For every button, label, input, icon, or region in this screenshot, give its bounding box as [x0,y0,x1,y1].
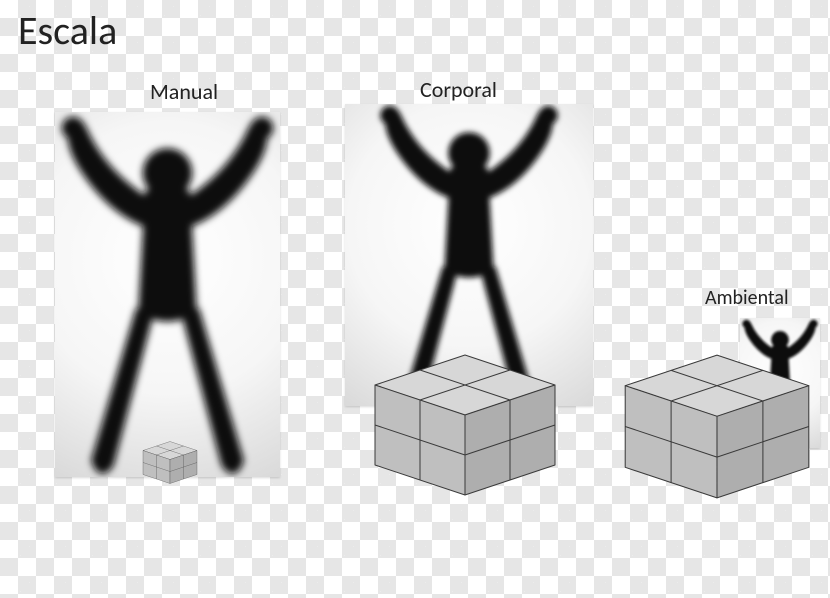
person-silhouette-icon [55,112,280,477]
page-title: Escala [18,6,117,55]
cube-icon [140,440,200,485]
cube-icon [365,350,565,500]
scale-label-manual: Manual [150,78,218,105]
scale-label-corporal: Corporal [420,76,497,103]
cube-icon [615,350,819,503]
figure-panel [55,112,280,477]
scale-label-ambiental: Ambiental [705,286,789,310]
stage: Escala Manual Corporal Ambiental [0,0,830,598]
